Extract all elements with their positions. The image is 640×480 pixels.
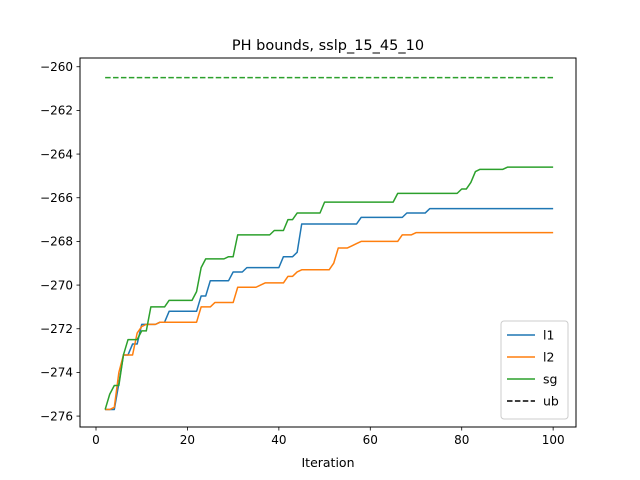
x-tick-label: 40 [271, 433, 286, 447]
y-tick-label: −270 [40, 278, 73, 292]
y-tick-label: −274 [40, 366, 73, 380]
y-tick-label: −260 [40, 60, 73, 74]
series-line-sg [104, 166, 554, 410]
x-tick-label: 20 [180, 433, 195, 447]
y-tick-label: −264 [40, 147, 73, 161]
x-tick-label: 100 [542, 433, 565, 447]
series-lines [104, 76, 554, 411]
y-axis: −276 −274 −272 −270 −268 −266 −264 −262 −260 [40, 60, 80, 423]
y-tick-label: −276 [40, 409, 73, 423]
legend-label-l1: l1 [543, 328, 554, 343]
y-tick-label: −266 [40, 191, 73, 205]
plot-frame [79, 57, 577, 428]
legend-label-ub: ub [543, 394, 559, 409]
x-tick-label: 80 [454, 433, 469, 447]
legend-label-sg: sg [543, 372, 557, 387]
y-tick-label: −268 [40, 235, 73, 249]
legend-label-l2: l2 [543, 350, 554, 365]
series-line-l2 [105, 231, 554, 411]
x-axis-label: Iteration [301, 455, 354, 470]
legend: l1 l2 sg ub [500, 320, 569, 420]
chart-title: PH bounds, sslp_15_45_10 [232, 38, 424, 54]
x-tick-label: 0 [92, 433, 100, 447]
x-tick-label: 60 [363, 433, 378, 447]
legend-box [500, 320, 569, 420]
y-tick-label: −272 [40, 322, 73, 336]
y-tick-label: −262 [40, 104, 73, 118]
x-axis: 0 20 40 60 80 100 [92, 427, 565, 447]
